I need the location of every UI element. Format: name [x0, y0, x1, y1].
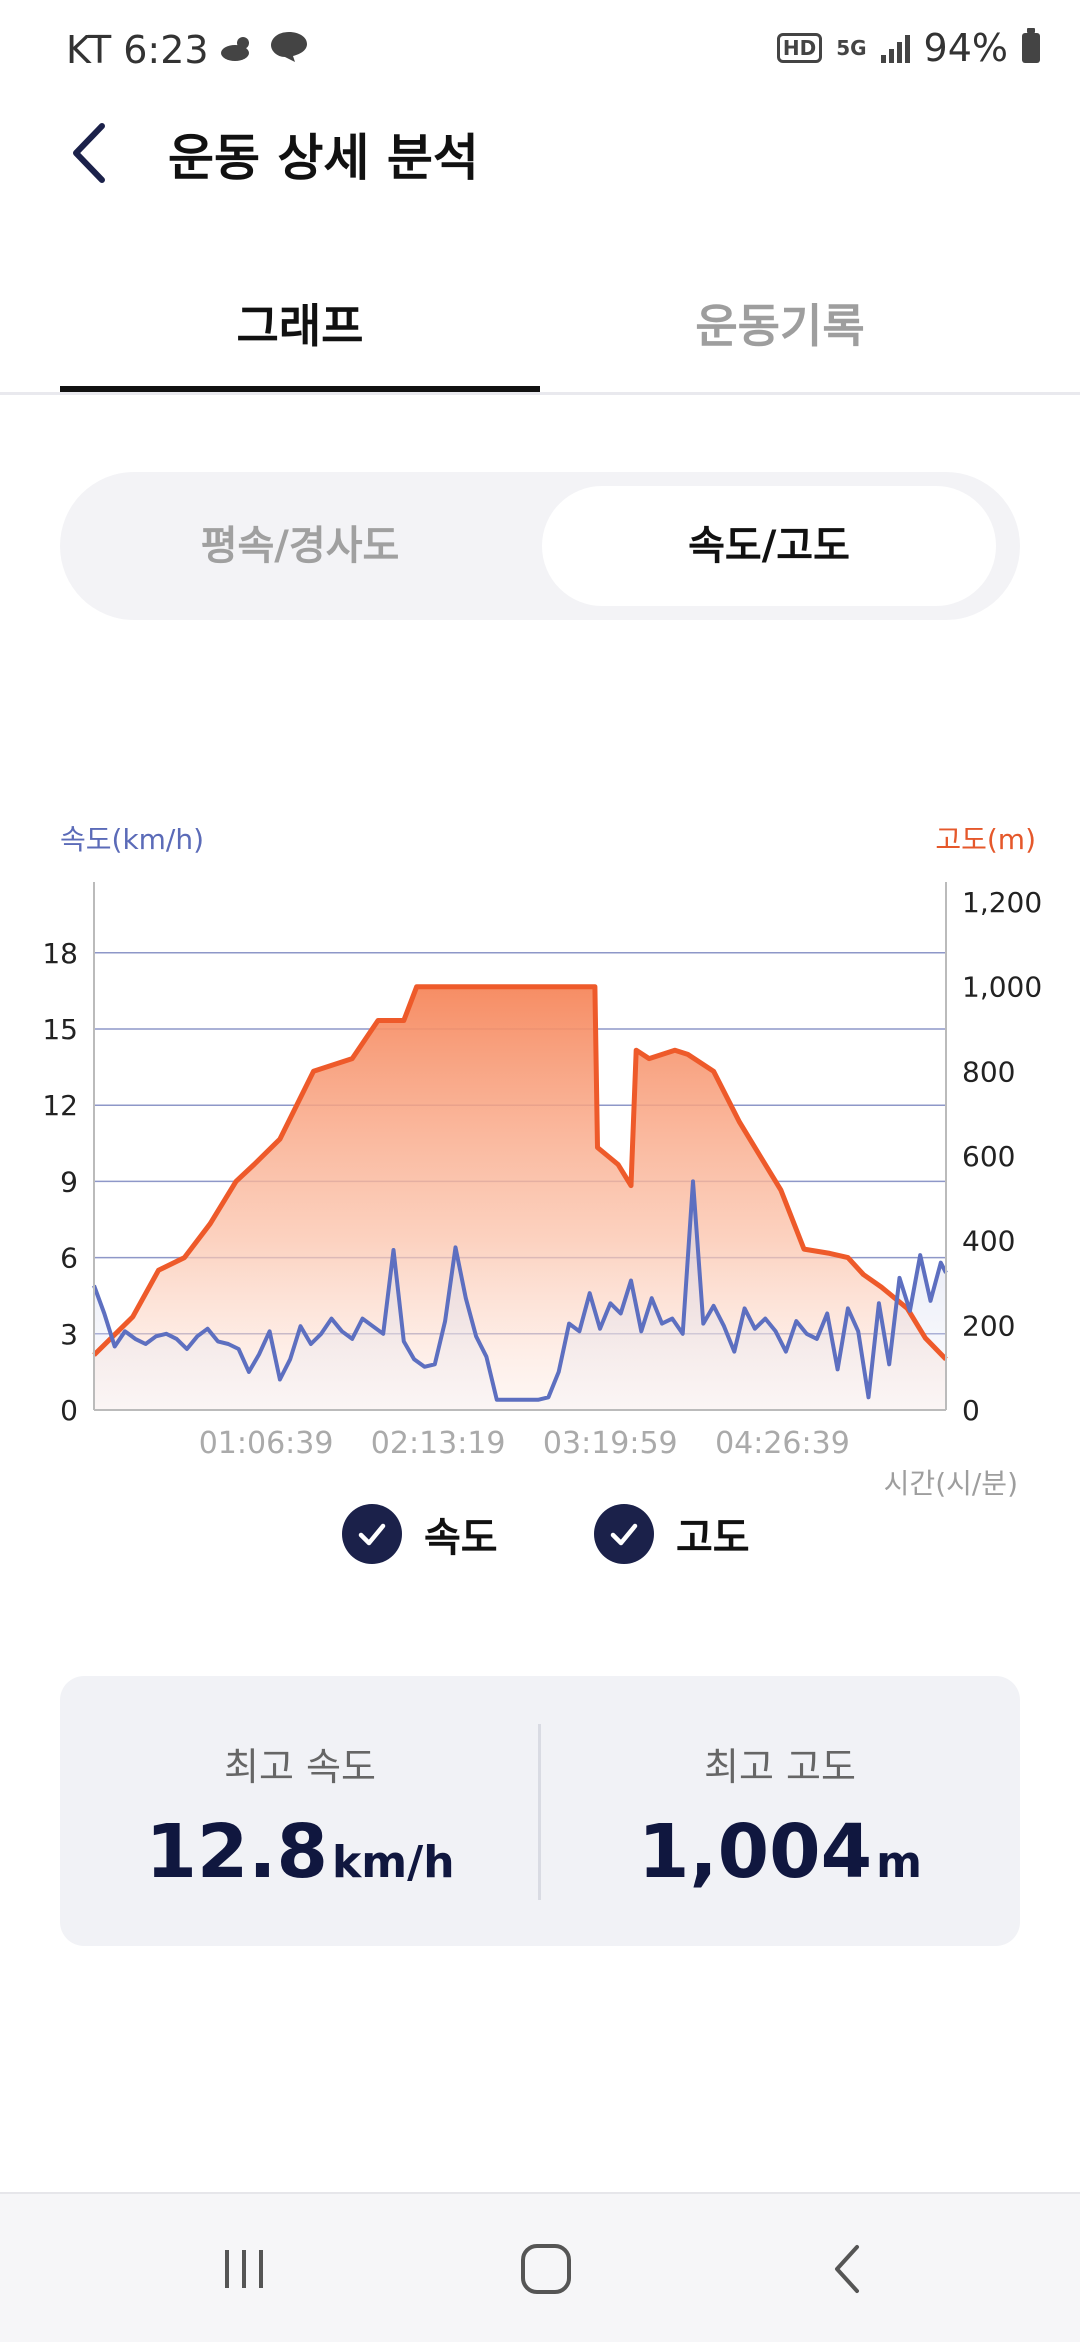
- x-axis-label: 시간(시/분): [883, 1467, 1018, 1500]
- right-tick-label: 1,000: [962, 971, 1042, 1004]
- altitude-area: [94, 986, 946, 1410]
- check-icon: [342, 1504, 402, 1564]
- max-speed-label: 최고 속도: [224, 1745, 376, 1789]
- max-altitude-value: 1,004: [638, 1809, 873, 1895]
- left-tick-label: 0: [60, 1394, 78, 1427]
- back-icon: [835, 2245, 859, 2293]
- system-nav-bar: [0, 2192, 1080, 2342]
- segment-selected-pill: [542, 486, 996, 606]
- left-tick-label: 18: [42, 937, 78, 970]
- legend-speed-label: 속도: [424, 1515, 498, 1561]
- left-tick-label: 6: [60, 1242, 78, 1275]
- summary-card: 최고 속도 12.8km/h 최고 고도 1,004m: [60, 1676, 1020, 1946]
- max-altitude-block: 최고 고도 1,004m: [540, 1676, 1020, 1895]
- max-speed-block: 최고 속도 12.8km/h: [60, 1676, 540, 1895]
- recents-icon: [225, 2250, 263, 2288]
- back-button[interactable]: [62, 118, 122, 188]
- status-left: KT 6:23: [66, 28, 309, 72]
- speed-altitude-chart: 0 3 6 9 12 15 18 0 200 400 600 800 1,000 1,200 01:06:3…: [42, 882, 1042, 1460]
- max-altitude-unit: m: [876, 1837, 922, 1888]
- chat-icon: [269, 28, 309, 72]
- segment-speed-altitude[interactable]: 속도/고도: [688, 523, 850, 569]
- right-tick-label: 1,200: [962, 886, 1042, 919]
- summary-divider: [538, 1724, 541, 1900]
- x-tick-label: 03:19:59: [543, 1426, 678, 1460]
- legend-altitude[interactable]: 고도: [594, 1504, 750, 1564]
- network-badge: 5G: [836, 36, 867, 60]
- x-tick-label: 02:13:19: [371, 1426, 506, 1460]
- altitude-line: [92, 984, 948, 1361]
- segment-avg-speed-slope[interactable]: 평속/경사도: [200, 523, 400, 569]
- legend-altitude-label: 고도: [676, 1515, 750, 1561]
- tab-record[interactable]: 운동기록: [695, 299, 865, 353]
- right-tick-label: 0: [962, 1394, 980, 1427]
- recents-button[interactable]: [204, 2234, 284, 2304]
- left-tick-label: 3: [60, 1318, 78, 1351]
- status-right: HD 5G 94%: [776, 26, 1040, 70]
- right-tick-label: 200: [962, 1309, 1015, 1342]
- max-speed-unit: km/h: [332, 1837, 455, 1888]
- left-tick-label: 9: [60, 1165, 78, 1198]
- max-speed-value: 12.8: [145, 1809, 329, 1895]
- check-icon: [594, 1504, 654, 1564]
- battery-icon: [1022, 28, 1040, 63]
- max-altitude-label: 최고 고도: [704, 1745, 856, 1789]
- tab-graph[interactable]: 그래프: [236, 299, 364, 353]
- home-button[interactable]: [506, 2234, 586, 2304]
- battery-percent: 94%: [923, 26, 1008, 70]
- tab-divider: [0, 392, 1080, 395]
- left-tick-label: 12: [42, 1089, 78, 1122]
- nav-back-button[interactable]: [808, 2234, 888, 2304]
- left-tick-label: 15: [42, 1013, 78, 1046]
- max-speed-value-row: 12.8km/h: [60, 1809, 540, 1895]
- tab-active-indicator: [60, 386, 540, 392]
- segmented-control: 평속/경사도 속도/고도: [60, 472, 1020, 620]
- carrier-time: KT 6:23: [66, 28, 209, 72]
- x-tick-label: 01:06:39: [199, 1426, 334, 1460]
- status-bar: KT 6:23 HD 5G 94%: [0, 0, 1080, 100]
- left-axis-label: 속도(km/h): [60, 823, 205, 856]
- weather-icon: [219, 28, 259, 72]
- right-tick-label: 600: [962, 1140, 1015, 1173]
- signal-icon: [880, 33, 910, 63]
- right-tick-label: 400: [962, 1225, 1015, 1258]
- legend-speed[interactable]: 속도: [342, 1504, 498, 1564]
- home-icon: [521, 2244, 571, 2294]
- hd-badge: HD: [776, 33, 823, 63]
- x-tick-label: 04:26:39: [715, 1426, 850, 1460]
- right-axis-label: 고도(m): [935, 823, 1036, 856]
- chevron-left-icon: [73, 123, 105, 183]
- speed-line: [92, 1179, 948, 1402]
- max-altitude-value-row: 1,004m: [540, 1809, 1020, 1895]
- right-tick-label: 800: [962, 1055, 1015, 1088]
- page-title: 운동 상세 분석: [168, 129, 479, 187]
